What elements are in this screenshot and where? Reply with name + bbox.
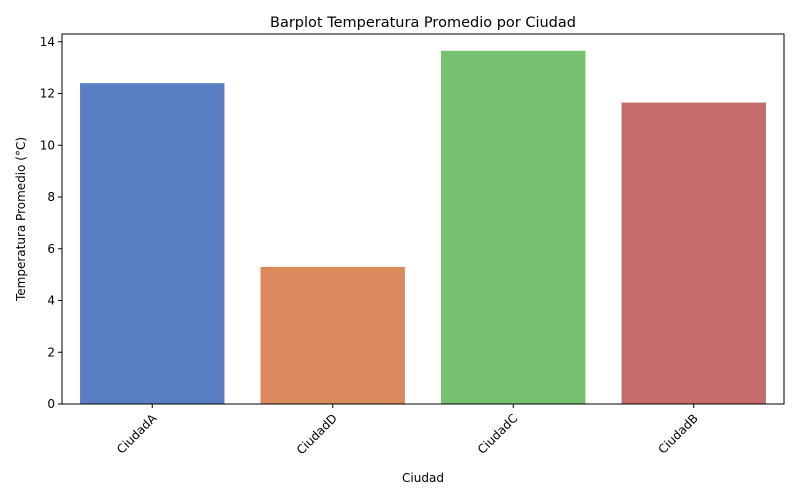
y-tick-label: 10	[40, 138, 55, 152]
y-tick-label: 12	[40, 87, 55, 101]
bar-ciudadb	[621, 102, 766, 404]
x-tick-label: CiudadA	[114, 411, 160, 457]
y-tick-label: 4	[47, 294, 55, 308]
y-axis-label: Temperatura Promedio (°C)	[14, 137, 28, 302]
y-tick-label: 2	[47, 345, 55, 359]
bars-group	[80, 50, 766, 405]
y-tick-label: 0	[47, 397, 55, 411]
bar-ciudada	[80, 83, 225, 405]
y-tick-label: 14	[40, 35, 55, 49]
bar-ciudadc	[441, 50, 586, 405]
y-axis: 0 2 4 6 8 10 12 14	[40, 35, 62, 411]
bar-ciudadd	[260, 266, 405, 404]
y-tick-label: 6	[47, 242, 55, 256]
x-tick-label: CiudadB	[656, 411, 701, 456]
plot-frame	[61, 33, 785, 405]
x-axis: CiudadA CiudadD CiudadC CiudadB	[114, 404, 701, 457]
x-tick-label: CiudadD	[294, 411, 340, 457]
x-axis-label: Ciudad	[402, 471, 444, 485]
y-tick-label: 8	[47, 190, 55, 204]
x-tick-label: CiudadC	[475, 411, 520, 456]
chart-title: Barplot Temperatura Promedio por Ciudad	[270, 15, 576, 31]
